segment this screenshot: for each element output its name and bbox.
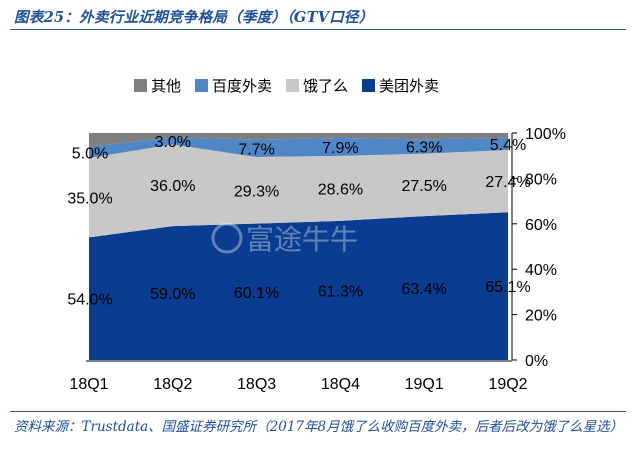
y-axis: 0% 20% 40% 60% 80% 100% (511, 126, 566, 370)
data-label: 63.4% (402, 281, 447, 298)
legend-label: 饿了么 (303, 77, 348, 95)
data-label: 35.0% (67, 191, 112, 208)
x-tick-label: 18Q1 (69, 376, 108, 393)
data-label: 6.3% (406, 140, 442, 157)
data-label: 5.4% (490, 137, 526, 154)
data-label: 65.1% (485, 279, 530, 296)
area-series-3 (89, 133, 508, 147)
watermark-text: 富途牛牛 (246, 223, 358, 256)
y-tick-label: 20% (525, 308, 557, 325)
legend-label: 其他 (151, 77, 181, 95)
chart-data-labels: 54.0% 59.0% 60.1% 61.3% 63.4% 65.1% 35.0% 36.0%… (67, 134, 530, 309)
x-tick-label: 18Q4 (321, 376, 360, 393)
figure-title: 图表25：外卖行业近期竞争格局（季度）（GTV口径） (14, 9, 374, 26)
watermark: 富途牛牛 (211, 222, 358, 256)
x-tick-label: 19Q1 (405, 376, 444, 393)
data-label: 3.0% (155, 134, 191, 151)
legend-item: 饿了么 (286, 77, 348, 95)
source-rule (10, 411, 626, 412)
data-label: 29.3% (234, 183, 279, 200)
y-tick-label: 0% (525, 353, 548, 370)
data-label: 61.3% (318, 283, 363, 300)
y-tick-label: 40% (525, 262, 557, 279)
y-tick-label: 80% (525, 171, 557, 188)
data-label: 36.0% (150, 178, 195, 195)
stacked-area-chart: 其他 百度外卖 饿了么 美团外卖 富途牛牛 54.0% 59.0% 60.1% 61.3% 6… (67, 77, 566, 393)
legend-swatch (195, 79, 208, 92)
legend-swatch (286, 79, 299, 92)
data-label: 60.1% (234, 285, 279, 302)
data-label: 27.5% (402, 178, 447, 195)
x-axis: 18Q1 18Q2 18Q3 18Q4 19Q1 19Q2 (69, 360, 528, 393)
data-label: 28.6% (318, 181, 363, 198)
legend-item: 百度外卖 (195, 77, 272, 95)
data-label: 7.7% (238, 141, 274, 158)
x-tick-label: 19Q2 (488, 376, 527, 393)
data-label: 7.9% (322, 140, 358, 157)
legend-label: 百度外卖 (212, 77, 272, 95)
chart-areas (89, 133, 508, 360)
data-label: 54.0% (67, 292, 112, 309)
title-rule (10, 29, 626, 30)
x-tick-label: 18Q2 (153, 376, 192, 393)
area-series-2 (89, 137, 508, 158)
data-label: 59.0% (150, 286, 195, 303)
chart-legend: 其他 百度外卖 饿了么 美团外卖 (134, 77, 439, 95)
source-note: 资料来源：Trustdata、国盛证券研究所（2017年8月饿了么收购百度外卖，… (14, 419, 624, 435)
y-tick-label: 100% (525, 126, 566, 143)
y-tick-label: 60% (525, 217, 557, 234)
area-series-0 (89, 212, 508, 360)
area-series-1 (89, 144, 508, 238)
legend-swatch (134, 79, 147, 92)
legend-swatch (362, 79, 375, 92)
legend-item: 其他 (134, 77, 181, 95)
x-tick-label: 18Q3 (237, 376, 276, 393)
legend-item: 美团外卖 (362, 77, 439, 95)
watermark-logo-icon (211, 222, 243, 254)
legend-label: 美团外卖 (379, 77, 439, 95)
data-label: 27.4% (485, 174, 530, 191)
data-label: 5.0% (72, 145, 108, 162)
